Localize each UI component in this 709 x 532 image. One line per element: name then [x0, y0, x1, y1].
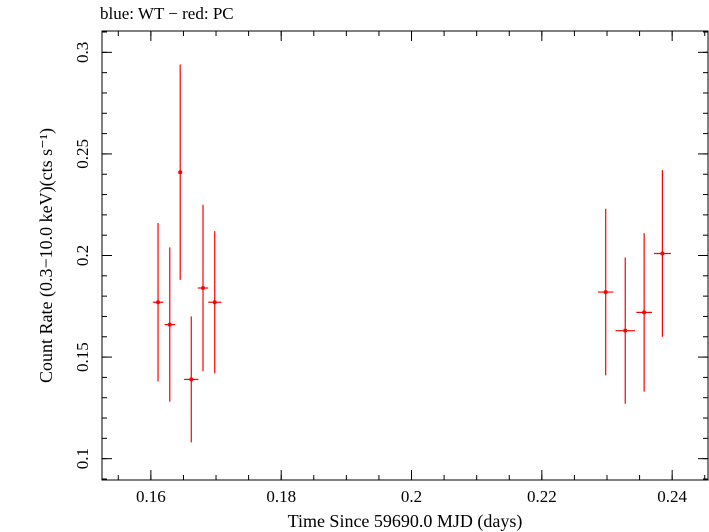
chart-title: blue: WT − red: PC — [100, 4, 234, 23]
x-tick-label: 0.24 — [657, 487, 687, 506]
data-points — [152, 64, 671, 443]
point-marker — [603, 290, 608, 295]
y-axis-ticks: 0.1 0.15 0.2 0.25 0.3 — [73, 31, 708, 480]
data-point — [208, 231, 222, 374]
y-tick-label: 0.2 — [73, 245, 92, 266]
plot-frame — [101, 30, 709, 481]
data-point — [597, 208, 614, 376]
point-marker — [201, 286, 205, 291]
y-tick-label: 0.15 — [73, 342, 92, 372]
data-point — [178, 64, 183, 280]
x-axis-ticks: 0.16 0.18 0.2 0.22 0.24 — [117, 31, 706, 506]
data-point — [636, 233, 652, 392]
x-tick-label: 0.18 — [266, 487, 296, 506]
data-point — [615, 257, 636, 404]
point-marker — [156, 300, 161, 305]
y-tick-label: 0.3 — [73, 42, 92, 63]
point-marker — [660, 251, 665, 256]
data-point — [184, 316, 199, 443]
point-marker — [167, 322, 172, 327]
x-axis-label: Time Since 59690.0 MJD (days) — [288, 511, 523, 532]
point-marker — [642, 310, 647, 315]
point-marker — [189, 377, 194, 382]
data-point — [164, 247, 175, 402]
y-tick-label: 0.1 — [73, 448, 92, 469]
x-tick-label: 0.22 — [527, 487, 557, 506]
point-marker — [623, 328, 628, 333]
y-axis-label: Count Rate (0.3−10.0 keV)(cts s⁻¹) — [36, 128, 57, 383]
y-tick-label: 0.25 — [73, 139, 92, 169]
point-marker — [178, 170, 183, 175]
x-tick-label: 0.16 — [136, 487, 166, 506]
point-marker — [212, 300, 217, 305]
data-point — [653, 170, 671, 337]
x-tick-label: 0.2 — [401, 487, 422, 506]
data-point — [197, 204, 209, 372]
data-point — [152, 222, 164, 382]
